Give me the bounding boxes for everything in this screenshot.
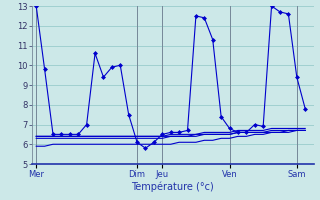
X-axis label: Température (°c): Température (°c) <box>132 181 214 192</box>
